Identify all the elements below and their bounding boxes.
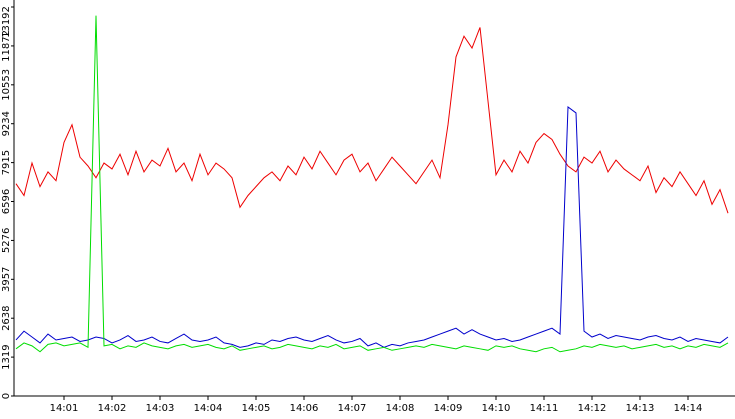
y-tick-label: 13192	[1, 6, 12, 38]
y-tick-label: 6596	[1, 189, 12, 214]
x-tick-label: 14:05	[242, 403, 271, 414]
y-tick-label: 3957	[1, 267, 12, 292]
x-tick-label: 14:02	[98, 403, 127, 414]
y-tick-label: 5276	[1, 228, 12, 253]
x-tick-label: 14:03	[146, 403, 175, 414]
series-line	[15, 106, 729, 348]
x-tick-label: 14:11	[530, 403, 559, 414]
x-tick-label: 14:10	[482, 403, 511, 414]
y-tick-label: 0	[1, 393, 12, 399]
x-tick-label: 14:09	[434, 403, 463, 414]
x-tick-label: 14:06	[290, 403, 319, 414]
x-tick-label: 14:07	[338, 403, 367, 414]
x-tick-label: 14:14	[674, 403, 703, 414]
y-tick-label: 11872	[1, 30, 12, 62]
y-tick-label: 10553	[1, 69, 12, 101]
y-tick-label: 1319	[1, 344, 12, 369]
series-line	[15, 15, 729, 353]
y-tick-label: 7915	[1, 150, 12, 175]
x-tick-label: 14:01	[50, 403, 79, 414]
x-tick-label: 14:04	[194, 403, 223, 414]
x-tick-label: 14:08	[386, 403, 415, 414]
series-line	[15, 27, 729, 214]
y-tick-label: 2638	[1, 305, 12, 330]
y-tick-label: 9234	[1, 111, 12, 136]
x-tick-label: 14:12	[578, 403, 607, 414]
x-tick-label: 14:13	[626, 403, 655, 414]
